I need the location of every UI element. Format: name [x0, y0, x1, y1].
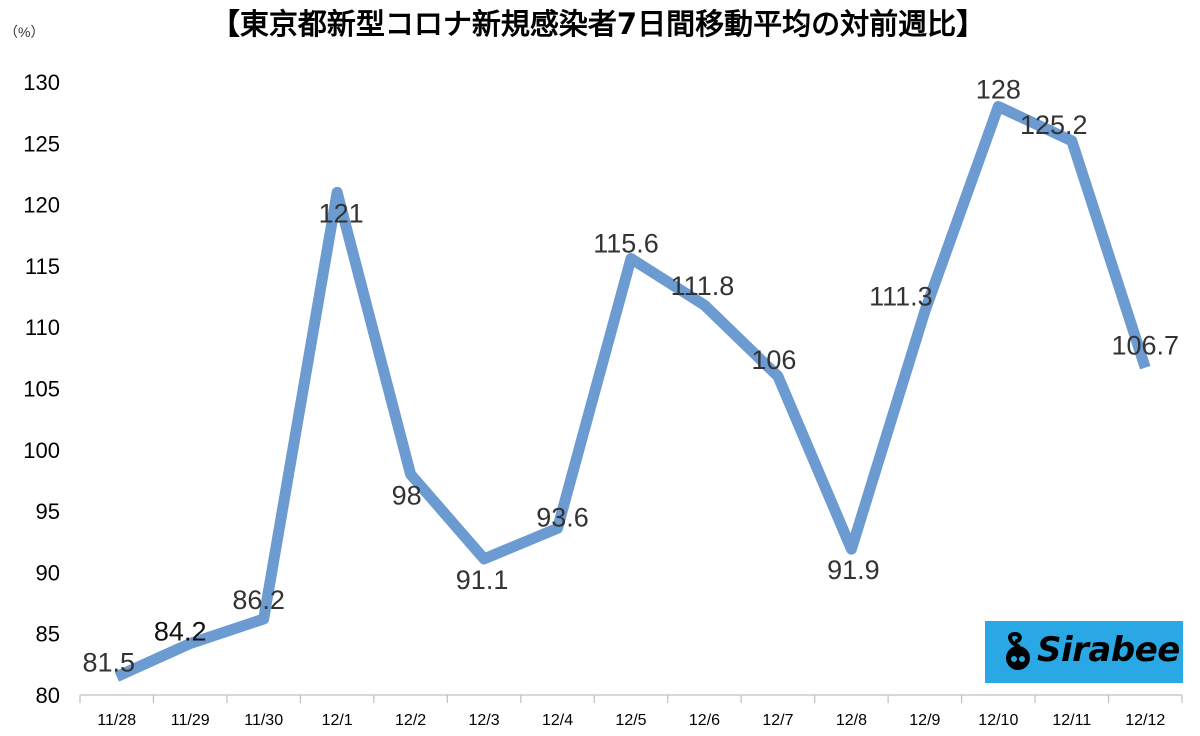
- x-tick-label: 12/3: [468, 712, 499, 729]
- x-tick-label: 12/8: [836, 712, 867, 729]
- x-tick-label: 12/10: [978, 712, 1018, 729]
- series-line: [114, 101, 1151, 682]
- y-tick-label: 130: [23, 70, 60, 95]
- data-label: 91.1: [456, 565, 509, 595]
- y-tick-label: 80: [36, 683, 60, 708]
- y-tick-label: 105: [23, 377, 60, 402]
- data-label: 86.2: [232, 585, 285, 615]
- data-label: 91.9: [827, 555, 880, 585]
- data-label: 106: [751, 345, 796, 375]
- x-tick-label: 12/4: [542, 712, 573, 729]
- sirabee-logo-text: Sirabee: [1037, 630, 1180, 670]
- y-tick-label: 125: [23, 131, 60, 156]
- x-tick-label: 12/2: [395, 712, 426, 729]
- x-tick-label: 12/7: [762, 712, 793, 729]
- y-tick-label: 90: [36, 560, 60, 585]
- data-label: 128: [976, 75, 1021, 105]
- x-tick-label: 11/29: [171, 712, 210, 729]
- x-tick-label: 11/28: [97, 712, 136, 729]
- data-label: 115.6: [593, 229, 659, 259]
- data-label: 111.3: [869, 281, 933, 311]
- data-labels: 81.5 84.2 86.2 121 98 91.1 93.6 115.6 111.8 106 91…: [82, 75, 1179, 678]
- y-tick-label: 120: [23, 193, 60, 218]
- data-label: 84.2: [154, 617, 207, 647]
- y-tick-label: 115: [25, 254, 60, 279]
- data-label: 125.2: [1020, 110, 1088, 140]
- chart-title: 【東京都新型コロナ新規感染者7日間移動平均の対前週比】: [211, 7, 985, 41]
- x-tick-label: 12/5: [615, 712, 646, 729]
- data-label: 111.8: [671, 271, 735, 301]
- y-tick-label: 110: [25, 315, 60, 340]
- y-tick-label: 100: [23, 438, 60, 463]
- x-tick-label: 12/1: [322, 712, 353, 729]
- x-tick-label: 12/6: [689, 712, 720, 729]
- y-tick-label: 95: [36, 499, 60, 524]
- y-axis-unit: （%）: [4, 24, 44, 40]
- x-axis-ticks: 11/28 11/29 11/30 12/1 12/2 12/3 12/4 12/5 12/6 1…: [79, 695, 1183, 729]
- data-label: 106.7: [1111, 331, 1179, 361]
- x-tick-label: 12/12: [1125, 712, 1165, 729]
- x-tick-label: 12/9: [909, 712, 940, 729]
- data-label: 121: [319, 198, 364, 228]
- x-tick-label: 12/11: [1052, 712, 1091, 729]
- sirabee-logo-icon: [1006, 632, 1030, 670]
- y-axis-ticks: 80 85 90 95 100 105 110 115 120 125 130: [23, 70, 60, 708]
- data-label: 98: [392, 480, 422, 510]
- y-tick-label: 85: [36, 622, 60, 647]
- sirabee-logo: Sirabee: [985, 621, 1183, 683]
- data-label: 81.5: [82, 648, 135, 678]
- x-tick-label: 11/30: [244, 712, 283, 729]
- data-label: 93.6: [536, 502, 589, 532]
